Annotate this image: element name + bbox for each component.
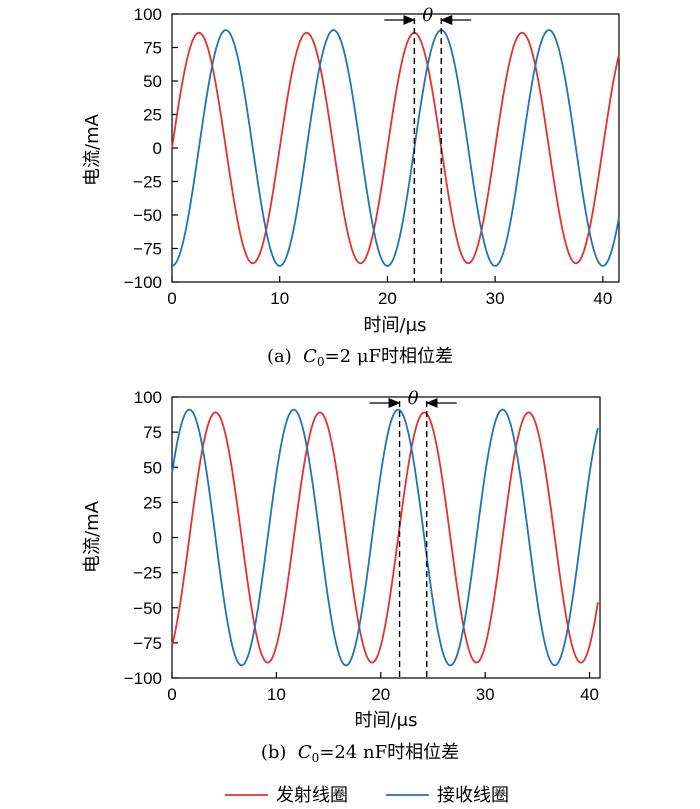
y-tick-label: 0 xyxy=(153,139,162,158)
y-tick-label: −50 xyxy=(133,206,162,225)
caption-prefix: (b) xyxy=(261,742,298,763)
y-tick-label: 25 xyxy=(143,493,162,512)
x-tick-label: 10 xyxy=(267,685,286,704)
legend-label-tx: 发射线圈 xyxy=(276,785,348,806)
x-axis-label: 时间/μs xyxy=(364,315,427,336)
chart-marks: 100 75 50 25 0 −25 −50 −75 −100 0 10 20 30 40 θ xyxy=(124,5,620,308)
legend: 发射线圈 接收线圈 xyxy=(225,785,509,806)
series-line-rx xyxy=(171,29,620,267)
x-tick-label: 0 xyxy=(167,289,176,308)
series-line-tx xyxy=(171,411,599,664)
y-tick-label: −75 xyxy=(133,634,162,653)
theta-label: θ xyxy=(422,5,433,26)
x-tick-label: 10 xyxy=(270,289,289,308)
caption-b: (b) C0=24 nF时相位差 xyxy=(261,742,459,765)
caption-var: C xyxy=(298,742,312,763)
y-tick-label: 75 xyxy=(143,39,162,58)
caption-a: (a) C0=2 μF时相位差 xyxy=(267,346,453,369)
y-tick-label: 100 xyxy=(134,5,162,24)
caption-sub: 0 xyxy=(312,751,320,765)
legend-label-rx: 接收线圈 xyxy=(437,785,509,806)
plot-frame xyxy=(171,13,620,283)
y-tick-label: 50 xyxy=(143,72,162,91)
y-tick-label: −75 xyxy=(133,240,162,259)
y-tick-label: −50 xyxy=(133,599,162,618)
y-tick-label: −25 xyxy=(133,173,162,192)
y-tick-label: −100 xyxy=(124,669,162,688)
caption-rest: =24 nF时相位差 xyxy=(319,742,459,763)
caption-prefix: (a) xyxy=(267,346,303,367)
y-tick-label: −25 xyxy=(133,564,162,583)
series-line-tx xyxy=(171,31,620,265)
x-tick-label: 40 xyxy=(580,685,599,704)
caption-var: C xyxy=(303,346,317,367)
theta-label: θ xyxy=(408,388,419,409)
y-tick-label: 25 xyxy=(143,106,162,125)
y-tick-label: −100 xyxy=(124,273,162,292)
x-tick-label: 20 xyxy=(371,685,390,704)
y-tick-label: 50 xyxy=(143,458,162,477)
x-tick-label: 30 xyxy=(486,289,505,308)
x-tick-label: 20 xyxy=(378,289,397,308)
y-axis-label: 电流/mA xyxy=(82,113,103,186)
x-tick-label: 40 xyxy=(593,289,612,308)
x-axis-label: 时间/μs xyxy=(355,710,418,731)
y-axis-label: 电流/mA xyxy=(82,500,103,573)
x-tick-label: 0 xyxy=(167,685,176,704)
x-tick-label: 30 xyxy=(476,685,495,704)
y-tick-label: 75 xyxy=(143,423,162,442)
y-tick-label: 0 xyxy=(153,529,162,548)
y-tick-label: 100 xyxy=(134,388,162,407)
caption-sub: 0 xyxy=(317,355,325,369)
caption-rest: =2 μF时相位差 xyxy=(325,346,453,367)
chart-marks: 100 75 50 25 0 −25 −50 −75 −100 0 10 20 30 40 θ xyxy=(124,388,599,704)
series-line-rx xyxy=(171,408,599,667)
